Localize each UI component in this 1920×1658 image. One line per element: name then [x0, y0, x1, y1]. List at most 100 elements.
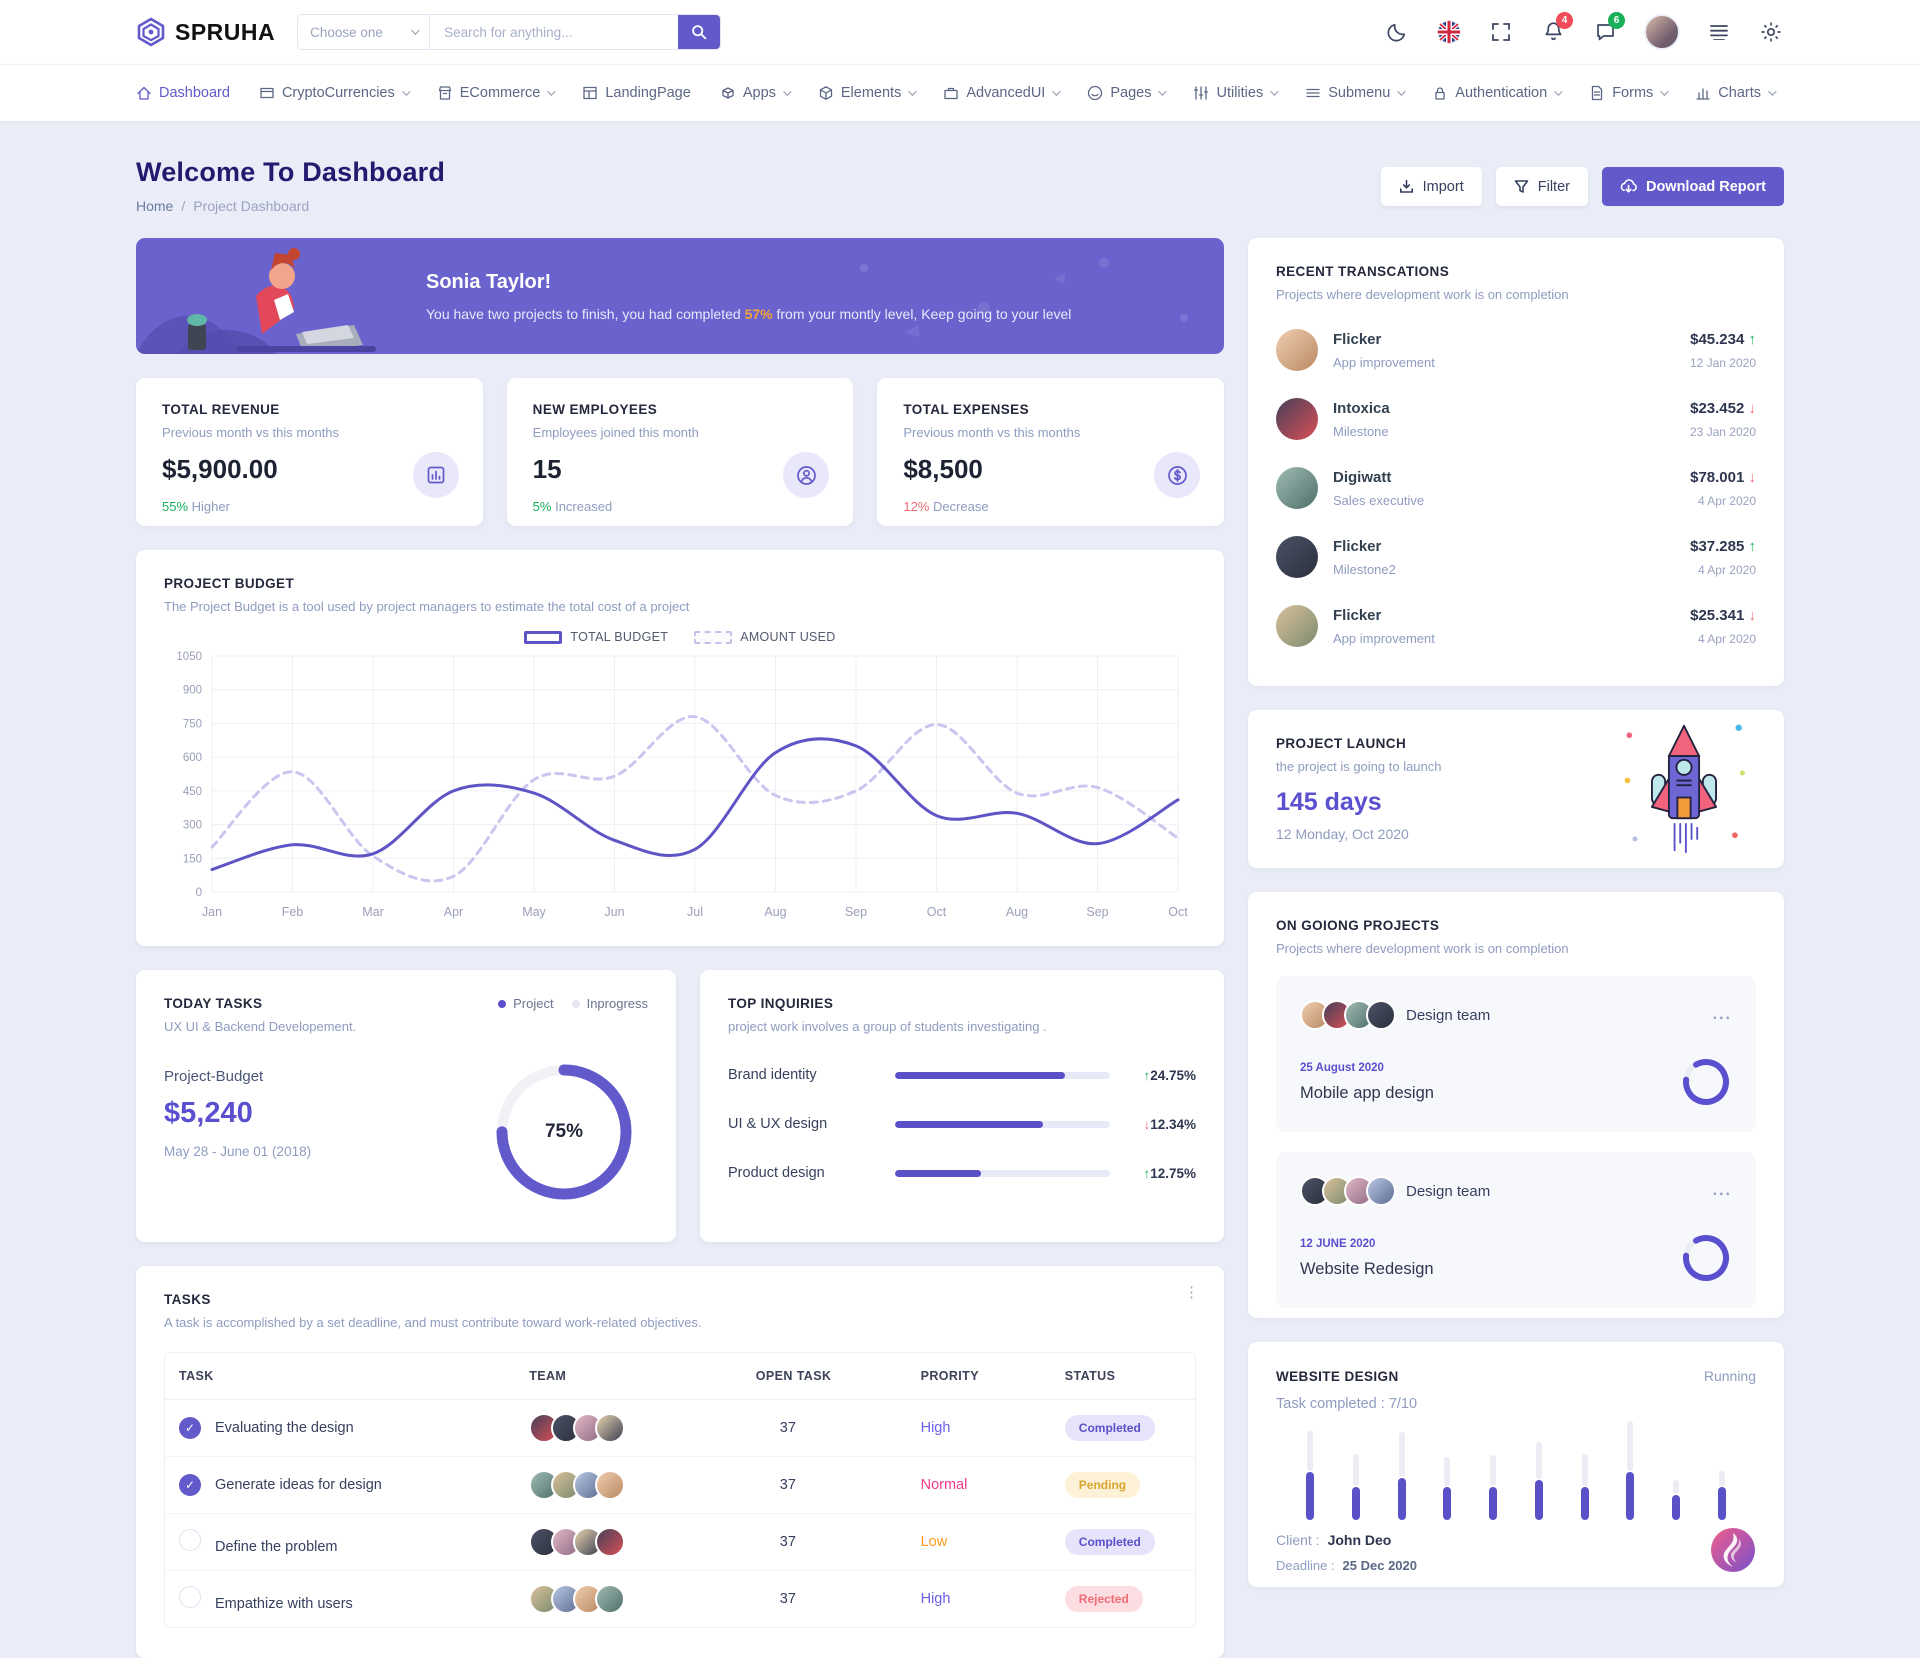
- svg-text:Mar: Mar: [362, 905, 384, 919]
- nav-item-label: Elements: [840, 85, 902, 101]
- utilities-icon: [1193, 85, 1209, 101]
- dark-mode-toggle[interactable]: [1384, 19, 1410, 45]
- nav-item-advancedui[interactable]: AdvancedUI: [943, 85, 1062, 101]
- chevron-down-icon: [411, 26, 420, 35]
- website-bar-filled: [1443, 1487, 1452, 1520]
- nav-item-submenu[interactable]: Submenu: [1305, 85, 1406, 101]
- team-avatars: [529, 1470, 728, 1500]
- launch-title: PROJECT LAUNCH: [1276, 736, 1407, 751]
- search-input[interactable]: [430, 15, 679, 49]
- tasks-menu-button[interactable]: ⋮: [1184, 1284, 1200, 1301]
- breadcrumb-home-link[interactable]: Home: [136, 198, 174, 214]
- stat-change: 5% Increased: [532, 499, 613, 514]
- budget-line-chart: 0 150 300 450 600 750 900 1050 Jan Feb Mar Apr May Ju…: [164, 644, 1196, 940]
- search-button[interactable]: [678, 15, 721, 49]
- settings-button[interactable]: [1758, 19, 1784, 45]
- transaction-meta: $25.341 ↓ 4 Apr 2020: [1690, 607, 1756, 646]
- avatar: [595, 1584, 626, 1614]
- download-report-button[interactable]: Download Report: [1601, 167, 1784, 206]
- task-checkbox-checked[interactable]: ✓: [179, 1417, 201, 1439]
- nav-item-label: AdvancedUI: [966, 85, 1046, 101]
- submenu-icon: [1305, 85, 1321, 101]
- stat-subtitle: Employees joined this month: [532, 425, 699, 440]
- top-inquiries-card: TOP INQUIRIES project work involves a gr…: [700, 970, 1224, 1242]
- svg-text:750: 750: [183, 718, 202, 730]
- svg-text:Aug: Aug: [1006, 905, 1028, 919]
- user-icon: [783, 452, 830, 498]
- legend-total-budget[interactable]: TOTAL BUDGET: [524, 630, 668, 644]
- transaction-list-item[interactable]: Flicker Milestone2 $37.285 ↑ 4 Apr 2020: [1276, 536, 1756, 578]
- user-avatar[interactable]: [1644, 14, 1680, 50]
- project-details: 25 August 2020 Mobile app design: [1300, 1056, 1732, 1108]
- fullscreen-button[interactable]: [1488, 19, 1514, 45]
- nav-item-label: CryptoCurrencies: [281, 85, 395, 101]
- today-legend-inprogress[interactable]: Inprogress: [571, 996, 648, 1011]
- transaction-list-item[interactable]: Flicker App improvement $45.234 ↑ 12 Jan 20…: [1276, 329, 1756, 371]
- website-bar-remaining: [1398, 1432, 1405, 1478]
- transaction-list-item[interactable]: Intoxica Milestone $23.452 ↓ 23 Jan 2020: [1276, 398, 1756, 440]
- nav-item-label: LandingPage: [605, 85, 691, 101]
- chevron-down-icon: [1270, 87, 1279, 96]
- transaction-avatar: [1276, 536, 1318, 578]
- main-navigation: Dashboard CryptoCurrencies ECommerce Landin…: [0, 64, 1920, 121]
- nav-item-apps[interactable]: Apps: [720, 85, 792, 101]
- svg-text:Aug: Aug: [764, 905, 786, 919]
- table-row: Define the problem 37 Low Completed: [165, 1514, 1195, 1571]
- nav-item-ecommerce[interactable]: ECommerce: [437, 85, 557, 101]
- nav-item-charts[interactable]: Charts: [1695, 85, 1777, 101]
- notifications-button[interactable]: 4: [1540, 12, 1573, 45]
- brand-logo[interactable]: SPRUHA: [136, 17, 275, 47]
- nav-item-dashboard[interactable]: Dashboard: [136, 85, 230, 101]
- nav-item-landingpage[interactable]: LandingPage: [582, 85, 691, 101]
- nav-item-forms[interactable]: Forms: [1589, 85, 1669, 101]
- messages-button[interactable]: 6: [1592, 12, 1625, 45]
- import-button[interactable]: Import: [1380, 167, 1482, 206]
- project-menu-button[interactable]: ...: [1712, 1006, 1732, 1023]
- project-menu-button[interactable]: ...: [1712, 1182, 1732, 1199]
- today-legend-project[interactable]: Project: [498, 996, 554, 1011]
- legend-amount-used[interactable]: AMOUNT USED: [694, 630, 835, 644]
- nav-item-elements[interactable]: Elements: [818, 85, 918, 101]
- project-launch-card: PROJECT LAUNCH the project is going to l…: [1248, 710, 1784, 868]
- inquiry-label: UI & UX design: [728, 1116, 828, 1132]
- transaction-name: Digiwatt: [1333, 468, 1392, 486]
- website-bar: [1580, 1453, 1589, 1520]
- stat-subtitle: Previous month vs this months: [162, 425, 340, 440]
- transaction-meta: $23.452 ↓ 23 Jan 2020: [1690, 400, 1756, 439]
- sidebar-switcher-button[interactable]: [1706, 19, 1732, 45]
- language-switcher[interactable]: [1436, 19, 1462, 45]
- chevron-down-icon: [1397, 87, 1406, 96]
- nav-item-label: Dashboard: [159, 85, 230, 101]
- nav-item-authentication[interactable]: Authentication: [1432, 85, 1563, 101]
- transaction-list-item[interactable]: Digiwatt Sales executive $78.001 ↓ 4 Apr 20…: [1276, 467, 1756, 509]
- filter-label: Filter: [1537, 178, 1570, 195]
- arrow-down-icon: ↓: [1748, 399, 1757, 417]
- search-icon: [691, 24, 707, 40]
- nav-item-utilities[interactable]: Utilities: [1193, 85, 1279, 101]
- task-checkbox[interactable]: [179, 1529, 201, 1551]
- nav-item-cryptocurrencies[interactable]: CryptoCurrencies: [259, 85, 411, 101]
- today-progress-donut: 75%: [488, 1056, 640, 1208]
- task-checkbox[interactable]: [179, 1586, 201, 1608]
- transaction-avatar: [1276, 398, 1318, 440]
- cloud-download-icon: [1620, 179, 1637, 194]
- legend-dot: [498, 1000, 507, 1008]
- website-bar-remaining: [1581, 1453, 1588, 1487]
- stat-change: 12% Decrease: [903, 499, 989, 514]
- filter-button[interactable]: Filter: [1495, 167, 1588, 206]
- inquiry-bar: [895, 1120, 1110, 1128]
- category-select[interactable]: Choose one: [298, 15, 431, 49]
- open-task-count: 37: [779, 1591, 796, 1607]
- nav-item-pages[interactable]: Pages: [1087, 85, 1168, 101]
- today-budget-amount: $5,240: [164, 1097, 253, 1129]
- task-name: Empathize with users: [215, 1596, 353, 1612]
- task-checkbox-checked[interactable]: ✓: [179, 1474, 201, 1496]
- inquiry-row: UI & UX design ↓12.34%: [728, 1116, 1196, 1132]
- svg-text:600: 600: [183, 752, 202, 764]
- svg-text:Sep: Sep: [1086, 905, 1108, 919]
- transaction-list-item[interactable]: Flicker App improvement $25.341 ↓ 4 Apr 202…: [1276, 605, 1756, 647]
- transaction-date: 4 Apr 2020: [1697, 562, 1756, 577]
- chevron-down-icon: [1052, 87, 1062, 96]
- inquiry-bar-fill: [895, 1120, 1044, 1128]
- legend-dot: [571, 1000, 580, 1008]
